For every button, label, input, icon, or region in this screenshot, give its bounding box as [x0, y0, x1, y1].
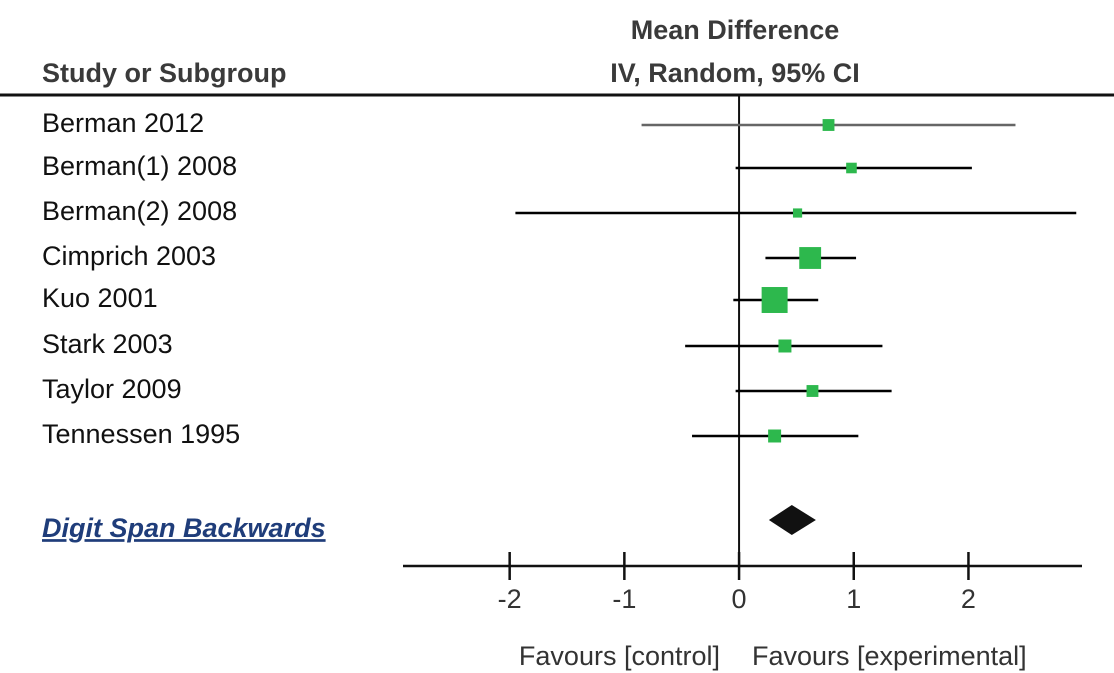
study-label: Taylor 2009 — [42, 374, 182, 404]
point-estimate — [822, 119, 835, 131]
x-tick-label: -1 — [612, 584, 636, 614]
point-estimate — [778, 339, 792, 353]
point-estimate — [799, 247, 822, 269]
point-estimate — [761, 287, 788, 313]
point-estimate — [768, 429, 782, 443]
study-label: Tennessen 1995 — [42, 419, 240, 449]
study-label: Berman(1) 2008 — [42, 151, 237, 181]
study-label: Kuo 2001 — [42, 283, 158, 313]
x-tick-label: 0 — [732, 584, 747, 614]
study-label: Berman 2012 — [42, 108, 204, 138]
study-label: Cimprich 2003 — [42, 241, 216, 271]
point-estimate — [846, 162, 857, 174]
x-tick-label: 1 — [846, 584, 861, 614]
overall-diamond — [768, 505, 816, 535]
x-label-right: Favours [experimental] — [752, 641, 1027, 671]
point-estimate — [792, 208, 803, 218]
column-header: Study or Subgroup — [42, 58, 286, 88]
header-subtitle: IV, Random, 95% CI — [610, 58, 860, 88]
overall-label: Digit Span Backwards — [42, 513, 326, 543]
x-label-left: Favours [control] — [519, 641, 720, 671]
study-label: Stark 2003 — [42, 329, 173, 359]
study-label: Berman(2) 2008 — [42, 196, 237, 226]
point-estimate — [806, 385, 819, 397]
x-tick-label: -2 — [498, 584, 522, 614]
header-title: Mean Difference — [631, 15, 840, 45]
x-tick-label: 2 — [961, 584, 976, 614]
